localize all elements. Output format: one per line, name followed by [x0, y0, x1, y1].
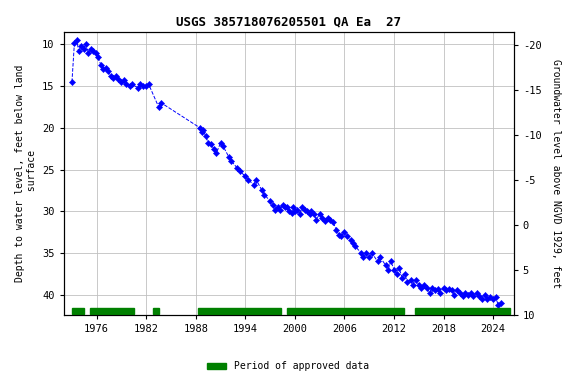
- Title: USGS 385718076205501 QA Ea  27: USGS 385718076205501 QA Ea 27: [176, 15, 401, 28]
- Bar: [415, 308, 510, 314]
- Bar: [90, 308, 134, 314]
- Bar: [72, 308, 84, 314]
- Legend: Period of approved data: Period of approved data: [203, 358, 373, 375]
- Y-axis label: Groundwater level above NGVD 1929, feet: Groundwater level above NGVD 1929, feet: [551, 59, 561, 288]
- Bar: [287, 308, 404, 314]
- Bar: [153, 308, 158, 314]
- Y-axis label: Depth to water level, feet below land
 surface: Depth to water level, feet below land su…: [15, 65, 37, 282]
- Bar: [198, 308, 281, 314]
